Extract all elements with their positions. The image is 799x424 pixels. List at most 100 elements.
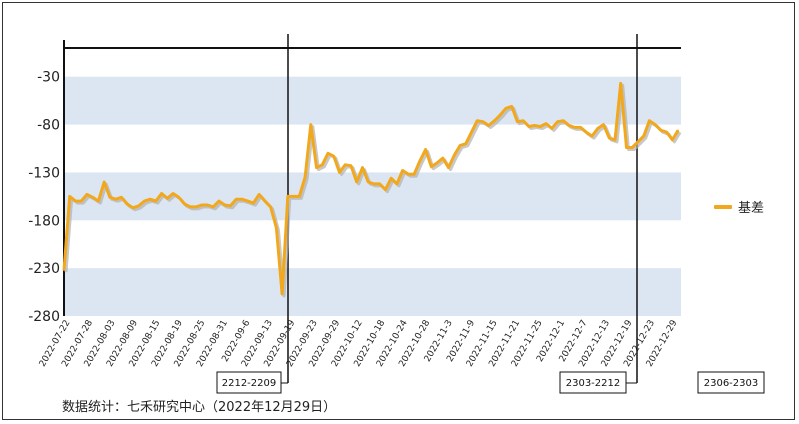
- marker-box-0: [216, 371, 282, 394]
- data-point: [91, 196, 94, 199]
- data-point: [625, 146, 628, 149]
- data-point: [407, 173, 410, 176]
- y-tick-label: -130: [28, 165, 60, 181]
- data-point: [344, 164, 347, 166]
- marker-label-2: 2306-2303: [704, 378, 759, 389]
- data-point: [160, 192, 163, 195]
- data-point: [218, 200, 220, 202]
- series-line-0: [62, 81, 680, 296]
- background-bands: [64, 76, 681, 316]
- data-point: [183, 203, 186, 205]
- data-point: [465, 142, 467, 145]
- data-point: [419, 160, 421, 162]
- data-point: [608, 137, 611, 139]
- data-point: [562, 119, 565, 122]
- data-point: [378, 183, 381, 185]
- y-tick-label: -30: [37, 70, 60, 86]
- data-point: [333, 155, 335, 157]
- data-point: [80, 200, 82, 202]
- data-point: [545, 122, 547, 125]
- data-point: [367, 181, 370, 183]
- data-point: [195, 206, 197, 208]
- data-point: [350, 164, 352, 167]
- data-point: [665, 131, 668, 133]
- data-point: [166, 197, 169, 200]
- data-point: [522, 119, 524, 122]
- data-point: [591, 135, 593, 137]
- data-point: [97, 200, 100, 202]
- data-point: [660, 129, 662, 132]
- data-point: [327, 152, 329, 155]
- data-point: [505, 107, 507, 110]
- data-point: [223, 204, 226, 206]
- band-2: [64, 268, 681, 316]
- marker-box-1: [559, 371, 627, 394]
- data-point: [235, 198, 237, 200]
- legend-label: 基差: [738, 201, 765, 216]
- data-point: [298, 195, 301, 198]
- data-point: [355, 181, 358, 183]
- data-point: [212, 206, 214, 208]
- band-0: [64, 76, 681, 125]
- x-axis-ticks: 2022-07-222022-07-282022-08-032022-08-09…: [38, 318, 680, 369]
- data-point: [396, 183, 398, 185]
- data-point: [373, 183, 375, 185]
- data-point: [447, 166, 450, 169]
- data-point: [671, 139, 674, 141]
- data-point: [579, 126, 582, 129]
- data-point: [189, 206, 192, 208]
- data-point: [292, 195, 295, 198]
- data-point: [442, 157, 444, 159]
- data-point: [528, 125, 530, 128]
- data-point: [482, 120, 484, 123]
- data-point: [86, 193, 88, 196]
- y-axis-ticks: -30 -80 -130 -180 -230 -280: [28, 70, 60, 325]
- data-point: [258, 193, 260, 196]
- data-point: [619, 82, 622, 85]
- data-point: [430, 165, 433, 168]
- band-1: [64, 172, 681, 221]
- data-point: [361, 166, 364, 169]
- data-point: [338, 171, 341, 174]
- data-point: [68, 195, 71, 198]
- marker-box-2: [697, 371, 765, 394]
- source-note: 数据统计：七禾研究中心（2022年12月29日）: [62, 400, 337, 415]
- data-point: [109, 196, 111, 199]
- contract-markers: 2212-2209 2303-2212 2306-2303: [216, 34, 765, 394]
- data-point: [470, 131, 473, 133]
- data-point: [654, 123, 656, 126]
- data-point: [390, 177, 393, 179]
- data-point: [172, 192, 174, 195]
- data-point: [574, 126, 576, 129]
- data-point: [120, 196, 123, 199]
- data-point: [413, 173, 415, 176]
- data-point: [200, 204, 203, 206]
- data-point: [269, 206, 272, 208]
- series-layer: [62, 81, 682, 298]
- data-point: [614, 139, 616, 141]
- data-point: [321, 164, 324, 166]
- data-point: [424, 148, 427, 151]
- data-point: [539, 125, 542, 128]
- data-point: [114, 198, 117, 200]
- data-point: [137, 205, 140, 207]
- data-point: [155, 200, 157, 202]
- y-tick-label: -180: [28, 213, 60, 229]
- y-tick-label: -280: [28, 309, 60, 325]
- data-point: [149, 198, 151, 200]
- data-point: [487, 124, 490, 127]
- data-point: [556, 120, 559, 123]
- data-point: [287, 195, 289, 198]
- y-tick-label: -80: [37, 118, 60, 134]
- data-point: [533, 124, 536, 127]
- data-point: [453, 154, 456, 156]
- data-point: [476, 119, 479, 122]
- data-point: [637, 141, 639, 143]
- data-point: [304, 176, 306, 178]
- data-point: [551, 127, 553, 130]
- data-point: [401, 169, 404, 172]
- data-point: [264, 200, 266, 202]
- data-point: [310, 123, 312, 126]
- data-point: [516, 120, 519, 123]
